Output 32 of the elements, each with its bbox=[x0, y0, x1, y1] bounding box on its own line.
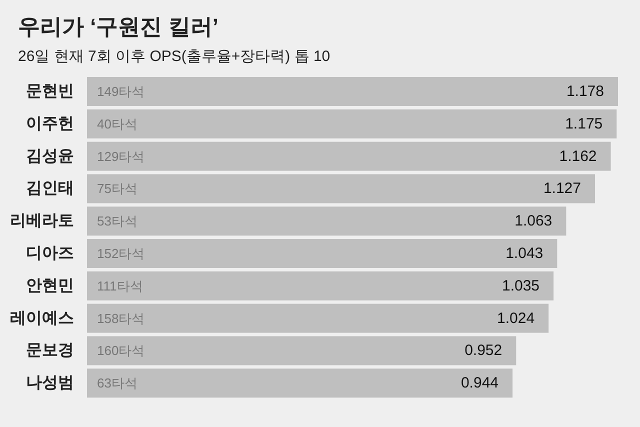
subtitle: 26일 현재 7회 이후 OPS(출루율+장타력) 톱 10 bbox=[18, 48, 330, 65]
annotation: 152타석 bbox=[97, 246, 145, 261]
data-label: 1.175 bbox=[565, 115, 603, 132]
data-label: 1.178 bbox=[566, 83, 604, 100]
data-label: 1.162 bbox=[559, 148, 597, 165]
data-label: 0.944 bbox=[460, 374, 499, 392]
annotation: 149타석 bbox=[97, 84, 145, 99]
data-label: 1.063 bbox=[514, 212, 552, 230]
annotation: 129타석 bbox=[97, 148, 145, 164]
data-label: 1.035 bbox=[502, 277, 540, 294]
annotation: 40타석 bbox=[97, 116, 138, 132]
title: 우리가 ‘구원진 킬러’ bbox=[18, 14, 218, 39]
annotation: 75타석 bbox=[97, 181, 138, 196]
data-label: 1.024 bbox=[497, 310, 535, 327]
data-label: 1.127 bbox=[543, 180, 581, 198]
category: 안현민 bbox=[26, 277, 74, 294]
category: 리베라토 bbox=[10, 212, 74, 230]
category: 레이예스 bbox=[10, 310, 74, 327]
annotation: 53타석 bbox=[97, 214, 138, 229]
category: 문현빈 bbox=[26, 83, 74, 100]
data-label: 1.043 bbox=[506, 245, 544, 262]
annotation: 158타석 bbox=[97, 310, 145, 326]
category: 디아즈 bbox=[26, 245, 74, 262]
category: 김성윤 bbox=[26, 148, 74, 165]
annotation: 63타석 bbox=[97, 376, 138, 391]
category: 나성범 bbox=[26, 374, 74, 392]
annotation: 160타석 bbox=[97, 343, 145, 358]
category: 문보경 bbox=[26, 342, 74, 360]
category: 이주헌 bbox=[26, 115, 74, 132]
data-label: 0.952 bbox=[464, 342, 502, 360]
annotation: 111타석 bbox=[97, 278, 143, 294]
category: 김인태 bbox=[26, 180, 74, 198]
